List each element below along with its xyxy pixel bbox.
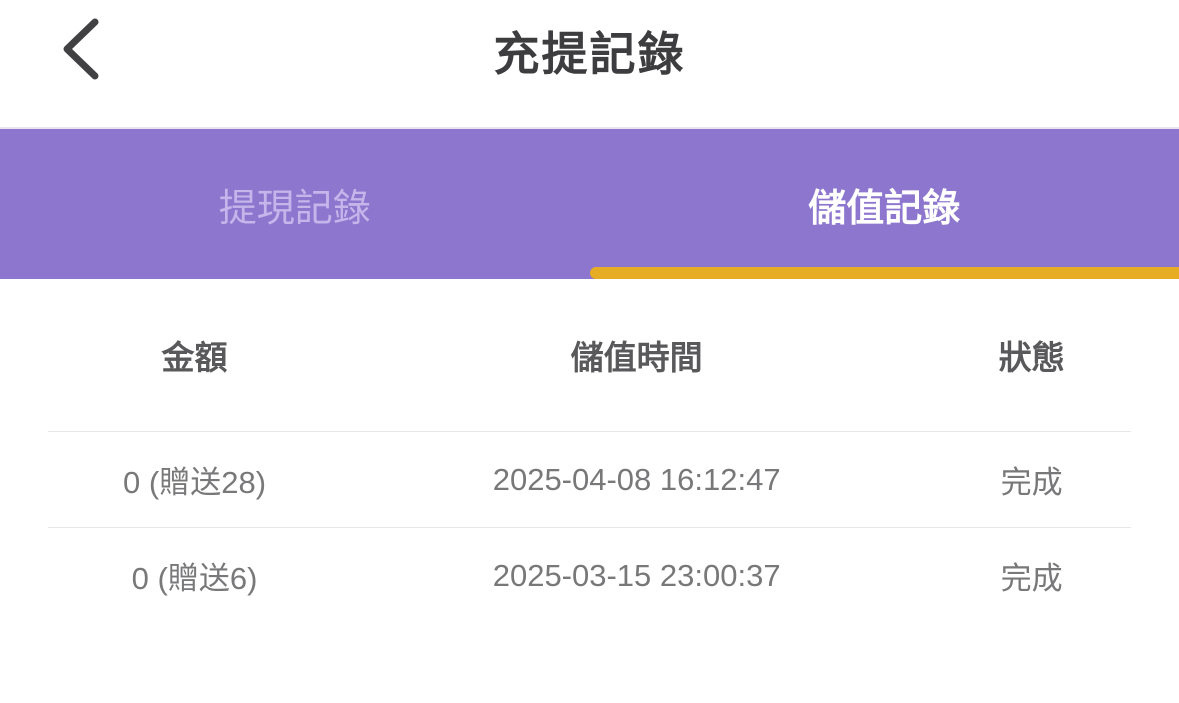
column-header-status: 狀態 bbox=[998, 339, 1065, 376]
tab-withdraw-records[interactable]: 提現記錄 bbox=[0, 129, 590, 279]
column-header-amount: 金額 bbox=[161, 339, 228, 376]
tab-deposit-label: 儲值記錄 bbox=[808, 187, 961, 230]
row-divider bbox=[48, 527, 1131, 528]
time-cell: 2025-04-08 16:12:47 bbox=[492, 461, 781, 497]
row-divider bbox=[48, 431, 1131, 432]
table-header-row: 金額 儲值時間 狀態 bbox=[0, 279, 1179, 431]
table-row: 0 (贈送28) 2025-04-08 16:12:47 完成 bbox=[0, 432, 1179, 527]
amount-cell: 0 (贈送28) bbox=[123, 465, 267, 500]
time-cell: 2025-03-15 23:00:37 bbox=[492, 557, 781, 593]
active-tab-underline bbox=[589, 267, 1179, 279]
page-header: 充提記錄 bbox=[0, 0, 1179, 127]
status-cell: 完成 bbox=[1000, 561, 1063, 596]
tab-withdraw-label: 提現記錄 bbox=[218, 187, 371, 230]
status-cell: 完成 bbox=[1000, 465, 1063, 500]
records-tab-bar: 提現記錄 儲值記錄 bbox=[0, 127, 1179, 279]
tab-deposit-records[interactable]: 儲值記錄 bbox=[589, 129, 1179, 279]
page-title: 充提記錄 bbox=[493, 28, 686, 80]
chevron-left-icon bbox=[57, 16, 103, 85]
deposit-records-table: 金額 儲值時間 狀態 0 (贈送28) 2025-04-08 16:12:47 … bbox=[0, 279, 1179, 623]
amount-cell: 0 (贈送6) bbox=[131, 561, 258, 596]
table-row: 0 (贈送6) 2025-03-15 23:00:37 完成 bbox=[0, 528, 1179, 623]
back-button[interactable] bbox=[40, 10, 120, 90]
column-header-time: 儲值時間 bbox=[570, 339, 703, 376]
